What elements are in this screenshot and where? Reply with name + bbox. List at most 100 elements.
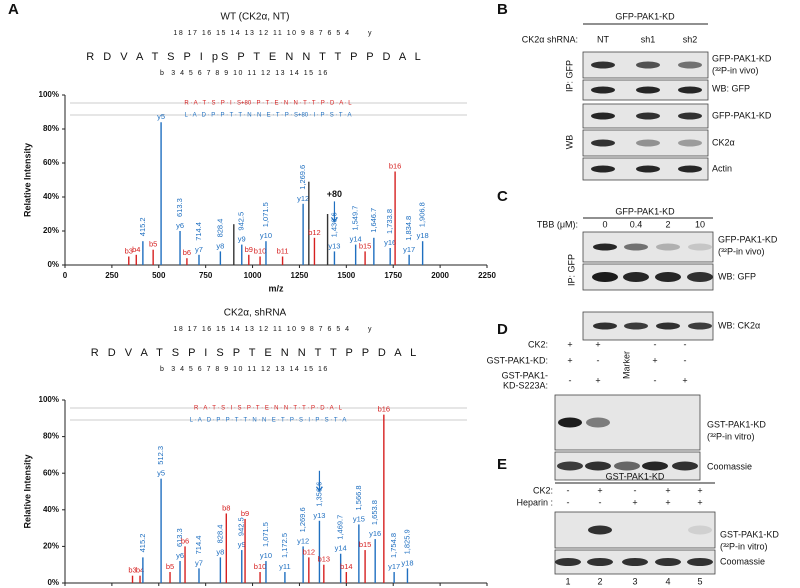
x-tick-label: 1500 — [337, 271, 355, 280]
x-tick-label: 0 — [63, 271, 68, 280]
x-tick-label: 2250 — [478, 271, 496, 280]
x-tick-label: 1750 — [384, 271, 402, 280]
ion-label: y7 — [195, 558, 203, 567]
band — [678, 139, 702, 147]
blot-strip — [554, 511, 716, 549]
band — [585, 461, 611, 471]
band — [614, 461, 640, 471]
x-tick-label: 2000 — [431, 271, 449, 280]
mz-label: 1,733.8 — [385, 209, 394, 234]
ion-label: y10 — [260, 551, 272, 560]
ion-label: y13 — [313, 511, 325, 520]
band — [636, 112, 660, 120]
arrow-head — [315, 486, 323, 492]
ion-label: b10 — [254, 246, 267, 255]
x-tick-label: 1250 — [291, 271, 309, 280]
band — [656, 322, 680, 330]
y-tick-label: 40% — [43, 192, 59, 201]
ion-label: y18 — [401, 558, 413, 567]
lane-number: 4 — [665, 576, 670, 586]
ion-label: y8 — [216, 547, 224, 556]
ion-label: b5 — [166, 562, 174, 571]
mz-label: 1,834.8 — [404, 216, 413, 241]
sign: + — [697, 485, 702, 495]
blot-label: (³²P-in vivo) — [712, 65, 759, 75]
ion-label: y15 — [353, 514, 365, 523]
band — [688, 322, 712, 330]
mz-label: 415.2 — [138, 217, 147, 236]
band — [591, 61, 615, 69]
band — [636, 139, 660, 147]
row-label: CK2: — [533, 485, 553, 495]
ion-label: b8 — [222, 503, 230, 512]
band — [636, 165, 660, 173]
y-tick-label: 0% — [47, 260, 59, 269]
ion-label: y17 — [388, 562, 400, 571]
mz-label: 1,269.6 — [298, 165, 307, 190]
side-label: WB — [564, 135, 574, 150]
ion-label: b16 — [378, 405, 391, 414]
ion-label: b6 — [183, 248, 191, 257]
lane-label: NT — [597, 34, 609, 44]
panel-letter: A — [8, 1, 19, 18]
mz-label: 1,653.8 — [370, 500, 379, 525]
mz-label: 1,754.8 — [389, 533, 398, 558]
side-label: IP: GFP — [566, 254, 576, 286]
y-tick-label: 60% — [43, 468, 59, 477]
band — [642, 461, 668, 471]
band — [587, 558, 613, 566]
lane-number: 5 — [697, 576, 702, 586]
band — [555, 558, 581, 566]
y-tick-label: 60% — [43, 158, 59, 167]
blot-label: Coomassie — [707, 461, 752, 471]
ladder-bottom: L · A · D · P · P · T · T · N · N · E · … — [190, 418, 347, 424]
spectrum-title: WT (CK2α, NT) — [221, 12, 290, 23]
band — [655, 272, 681, 282]
sign: + — [597, 485, 602, 495]
row-label: GST-PAK1- — [502, 370, 548, 380]
lane-label: sh2 — [683, 34, 698, 44]
lane-label: sh1 — [641, 34, 656, 44]
panel-letter: D — [497, 321, 508, 338]
ion-label: y16 — [369, 529, 381, 538]
mz-label: 1,469.7 — [336, 515, 345, 540]
band — [678, 165, 702, 173]
sign: - — [654, 375, 657, 385]
mz-label: 942.5 — [237, 212, 246, 231]
panel-letter: C — [497, 188, 508, 205]
sign: + — [665, 485, 670, 495]
sign: + — [595, 375, 600, 385]
y-tick-label: 80% — [43, 124, 59, 133]
lane-label: 0 — [602, 219, 607, 229]
ion-label: y9 — [238, 540, 246, 549]
y-tick-label: 100% — [39, 395, 59, 404]
x-tick-label: 1000 — [244, 271, 262, 280]
ion-label: b5 — [149, 240, 157, 249]
mz-label: 1,436.6 — [329, 212, 338, 237]
y-ion-index: 18 17 16 15 14 13 12 11 10 9 8 7 6 5 4 — [173, 30, 350, 37]
band — [655, 558, 681, 566]
x-tick-label: 750 — [199, 271, 213, 280]
band — [591, 165, 615, 173]
arrow-head — [330, 217, 338, 223]
ion-label: b9 — [245, 245, 253, 254]
ion-label: b15 — [359, 241, 372, 250]
mz-label: 1,172.5 — [280, 533, 289, 558]
ion-label: b6 — [181, 536, 189, 545]
mz-label: 1,269.6 — [298, 507, 307, 532]
mz-label: 714.4 — [194, 222, 203, 241]
ion-label: b3 — [125, 246, 133, 255]
blot-header: GST-PAK1-KD — [606, 471, 665, 481]
blot-label: (³²P-in vivo) — [718, 246, 765, 256]
blot-label: GFP-PAK1-KD — [712, 110, 772, 120]
blot-label: WB: CK2α — [718, 320, 760, 330]
y-end-label: y — [368, 326, 373, 333]
blot-label: (³²P-in vitro) — [707, 431, 755, 441]
ion-label: y12 — [297, 536, 309, 545]
mz-label: 1,549.7 — [351, 206, 360, 231]
band — [592, 272, 618, 282]
sign: - — [684, 355, 687, 365]
lane-number: 2 — [597, 576, 602, 586]
mz-label: 1,566.8 — [354, 485, 363, 510]
